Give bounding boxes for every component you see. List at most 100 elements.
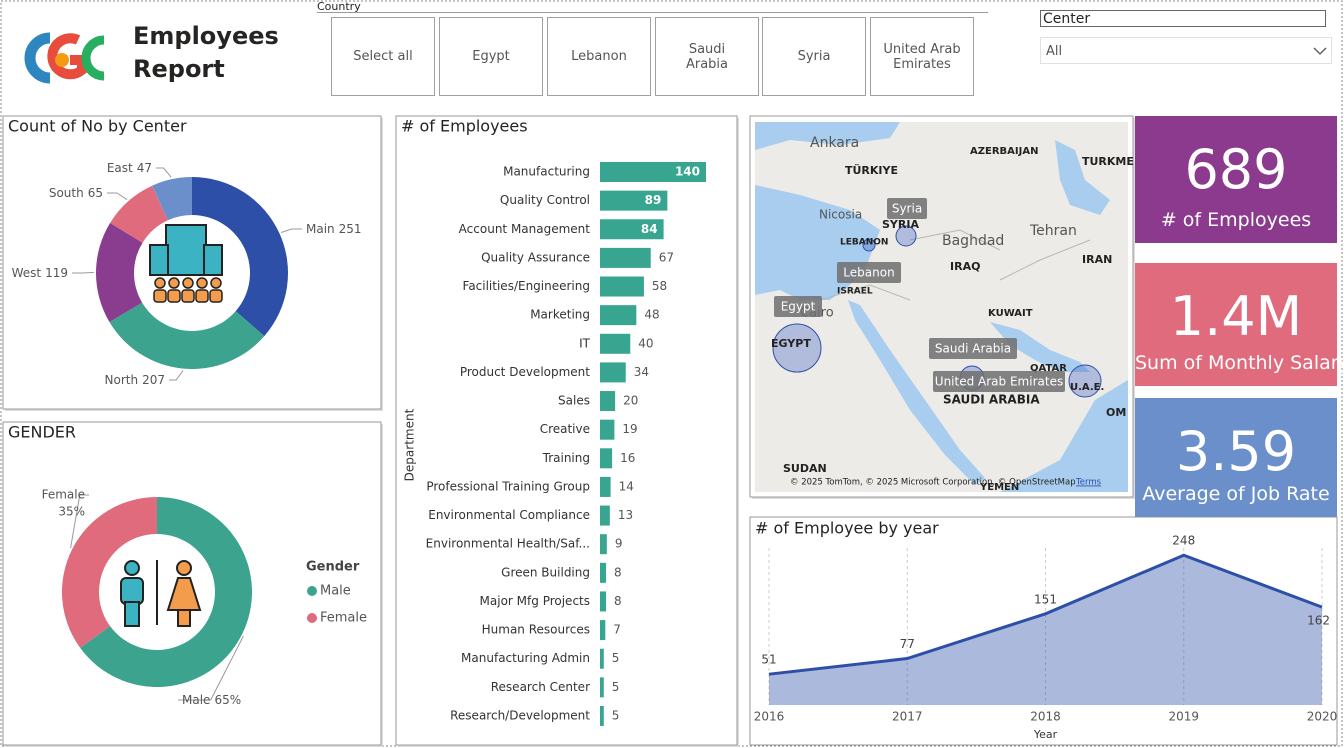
bar[interactable] [600, 190, 668, 211]
leader-line [156, 167, 172, 178]
map-place-label: EGYPT [771, 337, 811, 350]
map-water [1055, 140, 1110, 215]
map-water [990, 322, 1090, 372]
label-category: Male [182, 693, 210, 707]
bar[interactable] [600, 677, 604, 698]
icon-part [210, 277, 222, 289]
y-tick-label: Quality Assurance [481, 250, 590, 264]
bar[interactable] [600, 448, 613, 469]
map-bubble[interactable] [862, 238, 876, 252]
legend-label[interactable]: Female [320, 611, 367, 626]
map-place-label: Ankara [810, 135, 859, 151]
bar[interactable] [600, 476, 611, 497]
center-dropdown[interactable]: All [1040, 37, 1332, 64]
data-label: 140 [675, 165, 700, 179]
card-value: 689 [1184, 138, 1288, 201]
data-label: 248 [1172, 534, 1195, 548]
data-label: West 119 [12, 266, 68, 280]
leader-line [72, 271, 95, 274]
leader-line [107, 192, 128, 201]
bar[interactable] [600, 247, 651, 268]
logo-c2 [81, 35, 105, 81]
icon-part [153, 289, 167, 303]
icon-part [124, 601, 140, 627]
leader-line [70, 494, 89, 549]
map-tooltip [933, 371, 1065, 392]
slicer-line [317, 12, 988, 13]
bar[interactable] [600, 305, 637, 326]
data-label: 8 [614, 565, 622, 579]
y-tick-label: Sales [558, 394, 590, 408]
label-value: 47 [137, 161, 152, 175]
data-label: 77 [900, 637, 915, 651]
bar[interactable] [600, 562, 607, 583]
label-value: 251 [339, 222, 362, 236]
chart-title: # of Employee by year [755, 519, 939, 538]
x-tick-label: 2019 [1168, 710, 1199, 724]
slicer-option[interactable]: Saudi Arabia [655, 17, 759, 96]
map-tooltip [837, 262, 901, 283]
data-label: East 47 [107, 161, 152, 175]
bar[interactable] [600, 219, 664, 240]
card-bg-0 [1135, 116, 1337, 243]
label-value: 65 [88, 186, 103, 200]
data-label: 5 [612, 680, 620, 694]
bar[interactable] [600, 591, 607, 612]
icon-part [181, 289, 195, 303]
donut-slice [192, 177, 288, 337]
data-label: 48 [644, 308, 659, 322]
map-place-label: TÜRKIYE [845, 163, 898, 177]
label-value: 65% [214, 693, 241, 707]
map-place-label: OM [1106, 406, 1126, 419]
icon-part [154, 277, 166, 289]
map-tooltip-label: Syria [892, 202, 922, 216]
icon-part [209, 289, 223, 303]
data-label: North 207 [105, 373, 165, 387]
map-water [755, 122, 900, 150]
icon-part [165, 224, 207, 276]
data-label: 19 [622, 422, 637, 436]
legend-label[interactable]: Male [320, 584, 351, 599]
y-tick-label: Quality Control [500, 193, 590, 207]
bar[interactable] [600, 276, 644, 297]
map-tooltip [887, 198, 927, 219]
map-bubble[interactable] [895, 225, 917, 247]
card-value: 1.4M [1169, 285, 1303, 348]
bar[interactable] [600, 620, 606, 641]
axis-title: Year [1033, 728, 1058, 741]
data-label: 58 [652, 279, 667, 293]
slicer-option[interactable]: Syria [762, 17, 866, 96]
map-bubble[interactable] [772, 323, 822, 373]
y-tick-label: Creative [540, 422, 590, 436]
slicer-option[interactable]: United Arab Emirates [870, 17, 974, 96]
map-border [819, 229, 1091, 301]
report-title: Employees Report [133, 22, 279, 83]
bar[interactable] [600, 162, 706, 182]
map-terms[interactable]: Terms [1075, 478, 1102, 488]
bar[interactable] [600, 333, 631, 354]
y-tick-label: Professional Training Group [426, 479, 590, 493]
legend-title: Gender [306, 560, 360, 575]
bar[interactable] [600, 391, 616, 412]
map-attribution: © 2025 TomTom, © 2025 Microsoft Corporat… [790, 478, 1076, 488]
map-place-label: SUDAN [783, 462, 827, 475]
logo-dot [55, 53, 69, 67]
map-tooltip-label: Egypt [781, 300, 816, 314]
bar[interactable] [600, 362, 626, 383]
bar[interactable] [600, 505, 610, 526]
slicer-option[interactable]: Select all [331, 17, 435, 96]
bar[interactable] [600, 534, 607, 555]
map-place-label: TURKME [1082, 155, 1134, 168]
slicer-option[interactable]: Egypt [439, 17, 543, 96]
map-place-label: U.A.E. [1070, 382, 1104, 393]
card-label: Average of Job Rate [1142, 483, 1330, 505]
chart-title: # of Employees [401, 117, 528, 136]
bar[interactable] [600, 419, 615, 440]
bar[interactable] [600, 705, 604, 726]
bar[interactable] [600, 648, 604, 669]
x-tick-label: 2020 [1307, 710, 1338, 724]
map-water [1000, 380, 1128, 492]
slicer-option[interactable]: Lebanon [547, 17, 651, 96]
map-bubble[interactable] [1068, 364, 1102, 398]
data-label: 34 [634, 365, 649, 379]
